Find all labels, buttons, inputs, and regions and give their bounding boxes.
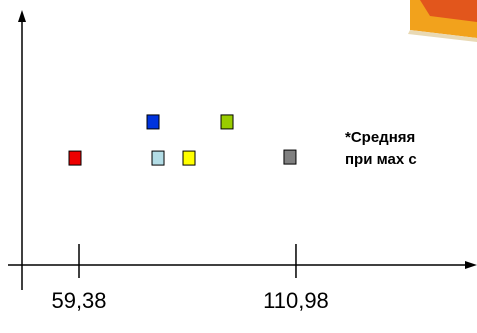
point — [220, 114, 234, 130]
point — [182, 150, 196, 166]
annotation: *Средняя — [345, 129, 415, 146]
y-axis-arrow — [18, 10, 26, 22]
annotation: при мах с — [345, 151, 417, 168]
book-image — [408, 0, 477, 42]
x-tick-label: 59,38 — [51, 288, 106, 313]
point — [146, 114, 160, 130]
point — [283, 149, 297, 165]
x-axis-arrow — [465, 261, 477, 269]
point — [68, 150, 82, 166]
x-tick-label: 110,98 — [263, 288, 329, 313]
point — [151, 150, 165, 166]
